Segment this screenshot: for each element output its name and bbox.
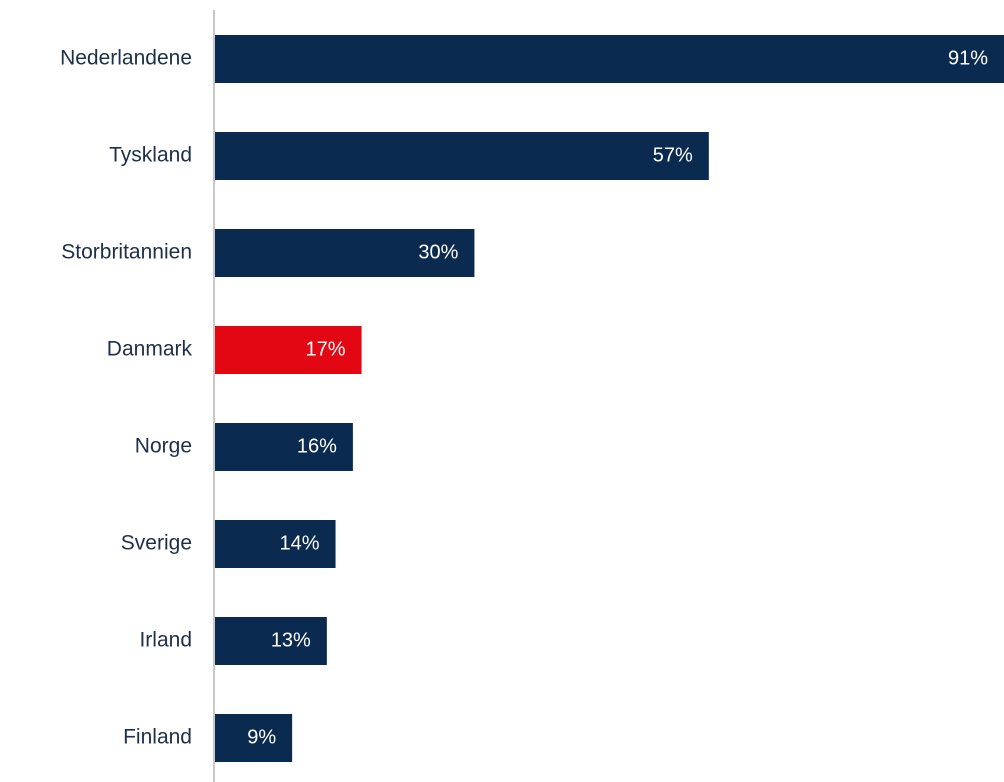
value-label-nederlandene: 91% bbox=[948, 47, 988, 69]
category-label-norge: Norge bbox=[135, 435, 192, 458]
labels-layer: Nederlandene 91% Tyskland 57% Storbritannien… bbox=[60, 47, 988, 749]
value-label-storbritannien: 30% bbox=[418, 241, 458, 263]
value-label-tyskland: 57% bbox=[653, 144, 693, 166]
bar-danmark bbox=[214, 326, 362, 374]
bar-tyskland bbox=[214, 132, 709, 180]
bar-nederlandene bbox=[214, 35, 1004, 83]
bar-storbritannien bbox=[214, 229, 475, 277]
bar-norge bbox=[214, 423, 353, 471]
value-label-danmark: 17% bbox=[306, 338, 346, 360]
category-label-danmark: Danmark bbox=[107, 338, 193, 361]
bar-irland bbox=[214, 617, 327, 665]
category-label-tyskland: Tyskland bbox=[109, 144, 192, 167]
category-label-sverige: Sverige bbox=[121, 532, 192, 555]
bar-finland bbox=[214, 714, 293, 762]
value-label-norge: 16% bbox=[297, 435, 337, 457]
category-label-storbritannien: Storbritannien bbox=[61, 241, 192, 264]
bars-layer bbox=[214, 35, 1004, 762]
value-label-irland: 13% bbox=[271, 629, 311, 651]
value-label-sverige: 14% bbox=[280, 532, 320, 554]
bar-sverige bbox=[214, 520, 336, 568]
value-label-finland: 9% bbox=[247, 726, 276, 748]
category-label-nederlandene: Nederlandene bbox=[60, 47, 192, 70]
category-label-finland: Finland bbox=[123, 726, 192, 749]
category-label-irland: Irland bbox=[139, 629, 192, 652]
